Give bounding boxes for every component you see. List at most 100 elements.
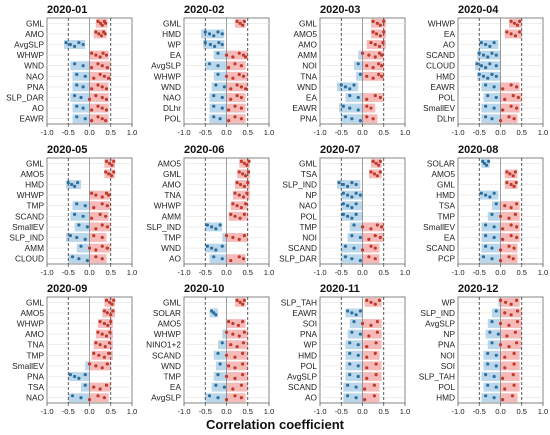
row-label: SCAND [288, 382, 317, 392]
data-point [216, 72, 220, 76]
positive-band [362, 329, 382, 339]
data-point [241, 195, 246, 199]
data-point [92, 385, 96, 389]
data-point [241, 302, 245, 306]
negative-band [64, 40, 86, 49]
negative-band [481, 372, 501, 381]
data-point [365, 298, 369, 302]
data-point [229, 343, 233, 347]
row-label: NP [305, 190, 317, 200]
data-point [356, 364, 360, 368]
data-point [512, 21, 517, 25]
x-tick-label: -1.0 [313, 407, 326, 416]
row-label: TMP [163, 372, 181, 382]
data-point [375, 174, 379, 178]
data-point [224, 53, 229, 57]
negative-band [481, 233, 501, 242]
data-point [498, 298, 503, 302]
row-label: AMO [162, 180, 181, 190]
data-point [509, 104, 513, 108]
row-label: TMP [299, 222, 317, 232]
data-point [103, 32, 107, 36]
positive-band [500, 319, 522, 328]
data-point [350, 330, 354, 334]
data-point [350, 195, 354, 199]
data-point [515, 341, 519, 345]
row-label: SLP_DAR [279, 254, 317, 264]
data-point [360, 51, 365, 55]
positive-band [362, 350, 380, 360]
data-point [477, 72, 481, 76]
row-label: PNA [300, 329, 318, 339]
data-point [484, 163, 489, 167]
data-point [501, 237, 505, 242]
data-point [247, 170, 251, 174]
data-point [244, 87, 248, 91]
data-point [81, 42, 85, 47]
positive-band [226, 382, 248, 392]
positive-band [362, 243, 380, 253]
row-label: AvgSLP [14, 40, 44, 50]
positive-band [235, 180, 250, 189]
data-point [341, 191, 345, 195]
data-point [373, 302, 377, 306]
data-point [369, 323, 373, 328]
data-point [100, 64, 104, 68]
row-label: SLP_IND [9, 233, 44, 243]
data-point [373, 257, 377, 261]
row-label: AMO5 [293, 29, 317, 39]
negative-band [74, 222, 90, 232]
data-point [510, 394, 514, 398]
row-label: WHWP [17, 319, 45, 329]
data-point [227, 364, 231, 368]
data-point [245, 163, 249, 167]
row-label: AMM [162, 211, 181, 221]
negative-band [345, 372, 363, 381]
row-label: SLP_IND [146, 222, 181, 232]
data-point [339, 83, 343, 87]
data-point [511, 257, 515, 261]
negative-band [479, 40, 499, 49]
negative-band [209, 93, 227, 102]
data-point [507, 115, 511, 119]
data-point [372, 394, 376, 398]
positive-band [226, 254, 246, 264]
data-point [509, 233, 513, 238]
positive-band [226, 340, 248, 350]
data-point [94, 364, 98, 368]
data-point [373, 42, 377, 47]
row-label: AO [32, 103, 45, 113]
data-point [380, 53, 384, 57]
data-point [218, 223, 222, 227]
data-point [369, 244, 373, 248]
data-point [490, 257, 494, 261]
negative-band [349, 222, 363, 232]
positive-band [89, 114, 109, 124]
panel-2020-04: 2020-04WHWPEAAOSCANDCLOUDHMDEAWRPOLSmall… [423, 4, 548, 137]
data-point [482, 161, 486, 165]
panel-title: 2020-06 [184, 144, 224, 156]
data-point [373, 351, 377, 355]
positive-band [226, 233, 248, 242]
data-point [492, 225, 496, 229]
row-label: WHWP [428, 18, 456, 28]
data-point [490, 51, 494, 55]
data-point [378, 34, 382, 38]
data-point [203, 30, 207, 34]
negative-band [222, 329, 227, 339]
negative-band [481, 103, 501, 113]
data-point [492, 191, 496, 195]
data-point [377, 163, 381, 167]
data-point [235, 19, 239, 23]
data-point [107, 300, 112, 304]
positive-band [362, 114, 378, 124]
data-point [231, 321, 235, 326]
data-point [111, 309, 115, 313]
panel-title: 2020-12 [458, 283, 498, 295]
data-point [511, 93, 515, 98]
data-point [512, 362, 516, 366]
data-point [354, 182, 358, 187]
x-tick-label: -0.5 [335, 407, 348, 416]
data-point [512, 383, 516, 387]
data-point [494, 202, 498, 206]
